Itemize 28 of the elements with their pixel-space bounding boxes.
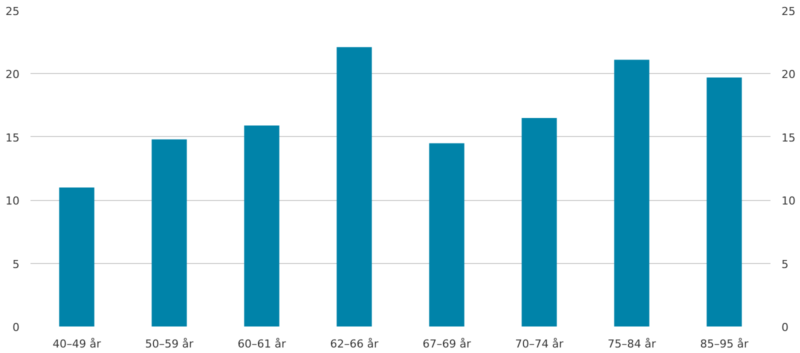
y-tick-label: 10 (6, 194, 20, 208)
y-tick-label: 0 (12, 321, 20, 334)
x-tick-label: 67–69 år (422, 338, 472, 350)
y2-tick-label: 20 (782, 68, 796, 82)
bar (522, 118, 557, 326)
x-tick-label: 40–49 år (52, 338, 102, 350)
bar (614, 60, 650, 326)
bar (244, 126, 280, 326)
y2-tick-label: 15 (782, 131, 796, 144)
y-tick-label: 5 (12, 258, 20, 271)
bar (59, 187, 94, 326)
bar (152, 139, 187, 326)
x-tick-label: 70–74 år (515, 338, 564, 350)
x-tick-label: 60–61 år (238, 338, 286, 350)
y-tick-label: 25 (6, 5, 20, 18)
y-tick-label: 15 (6, 131, 20, 144)
y2-tick-label: 10 (782, 194, 796, 208)
y2-tick-label: 0 (782, 321, 788, 334)
y2-tick-label: 5 (782, 258, 788, 271)
y-tick-label: 20 (6, 68, 20, 82)
bar (706, 77, 742, 326)
x-tick-label: 50–59 år (145, 338, 194, 350)
x-tick-label: 75–84 år (608, 338, 656, 350)
bar (336, 47, 372, 326)
y2-tick-label: 25 (782, 5, 796, 18)
bar (429, 143, 464, 326)
x-tick-label: 62–66 år (330, 338, 379, 350)
x-tick-label: 85–95 år (700, 338, 749, 350)
